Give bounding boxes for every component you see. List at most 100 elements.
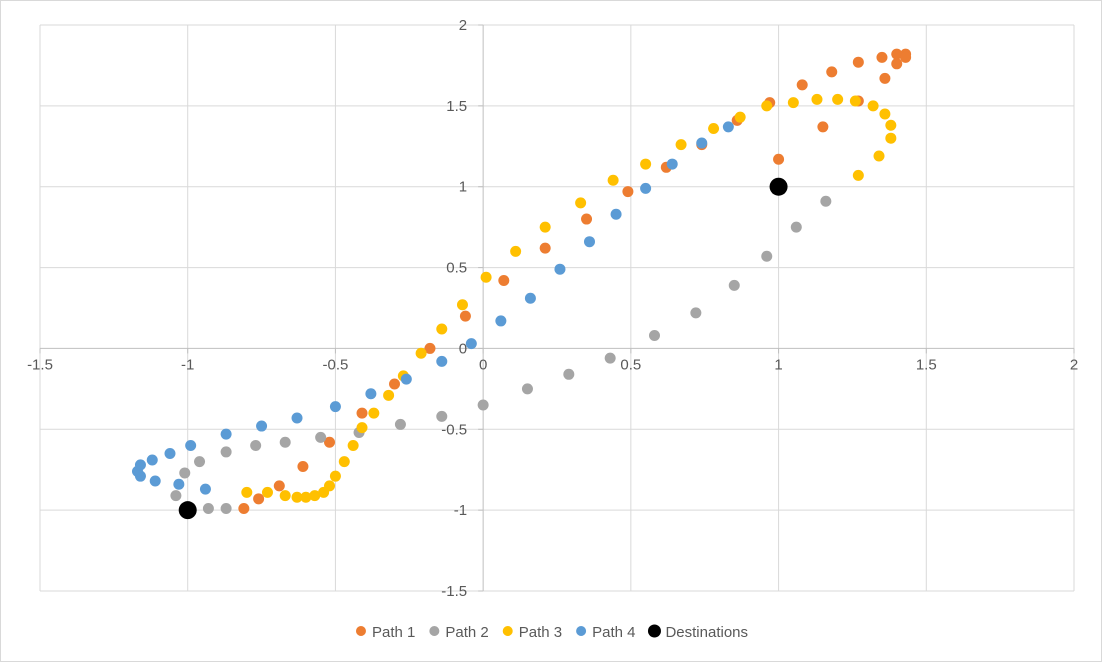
- path-3-point: [885, 132, 897, 144]
- path-2-point: [170, 490, 182, 502]
- path-2-point: [250, 439, 262, 451]
- path-1-point: [622, 186, 634, 198]
- path-3-point: [734, 111, 746, 123]
- path-3-point: [480, 271, 492, 283]
- data-points: [131, 48, 912, 520]
- path-1-point: [356, 407, 368, 419]
- path-3-point: [329, 470, 341, 482]
- path-4-point: [465, 338, 477, 350]
- path-2-point: [394, 418, 406, 430]
- path-2-point: [563, 368, 575, 380]
- y-tick-label: 1.5: [446, 98, 467, 115]
- path-3-point: [849, 95, 861, 107]
- path-3-point: [368, 407, 380, 419]
- path-3-point: [575, 197, 587, 209]
- y-tick-label: 0.5: [446, 260, 467, 277]
- path-3-point: [309, 490, 321, 502]
- x-tick-label: -1.5: [27, 356, 53, 373]
- path-3-point: [241, 486, 253, 498]
- x-tick-label: 1.5: [916, 356, 937, 373]
- path-4-point: [640, 182, 652, 194]
- path-2-point: [604, 352, 616, 364]
- path-4-point: [220, 428, 232, 440]
- path-2-point: [194, 456, 206, 468]
- path-3-point: [510, 245, 522, 257]
- path-4-point: [173, 478, 185, 490]
- path-2-point: [728, 279, 740, 291]
- path-4-point: [554, 263, 566, 275]
- path-1-point: [817, 121, 829, 133]
- path-3-point: [338, 456, 350, 468]
- path-4-point: [495, 315, 507, 327]
- path-4-point: [400, 373, 412, 385]
- path-1-point: [389, 378, 401, 390]
- path-4-point: [524, 292, 536, 304]
- vertical-gridlines: [39, 25, 1075, 591]
- path-1-point: [238, 503, 250, 515]
- axes: [39, 24, 1075, 592]
- path-2-point: [436, 410, 448, 422]
- path-4-point: [722, 121, 734, 133]
- horizontal-gridlines: [40, 24, 1074, 592]
- path-3-point: [383, 389, 395, 401]
- path-4-point: [134, 459, 146, 471]
- path-4-point: [185, 439, 197, 451]
- path-3-point: [811, 93, 823, 105]
- path-4-point: [610, 208, 622, 220]
- path-4-point: [164, 448, 176, 460]
- path-1-point: [796, 79, 808, 91]
- path-3-point: [300, 491, 312, 503]
- path-1-point: [852, 56, 864, 68]
- path-1-point: [253, 493, 265, 505]
- path-4-point: [329, 401, 341, 413]
- path-3-point: [787, 97, 799, 109]
- legend-label-path-3: Path 3: [519, 624, 562, 641]
- path-1-point: [826, 66, 838, 78]
- path-1-point: [891, 48, 903, 60]
- path-4-point: [583, 236, 595, 248]
- path-2-point: [179, 467, 191, 479]
- path-1-point: [424, 342, 436, 354]
- path-2-point: [220, 503, 232, 515]
- path-2-point: [690, 307, 702, 319]
- path-2-point: [477, 399, 489, 411]
- legend-label-path-2: Path 2: [445, 624, 488, 641]
- path-4-point: [146, 454, 158, 466]
- path-1-point: [539, 242, 551, 254]
- path-4-point: [696, 137, 708, 149]
- path-2-point: [820, 195, 832, 207]
- path-4-point: [149, 475, 161, 487]
- y-tick-label: -1.5: [441, 583, 467, 600]
- path-1-point: [273, 480, 285, 492]
- path-2-point: [315, 431, 327, 443]
- path-3-point: [761, 100, 773, 112]
- path-1-point: [879, 72, 891, 84]
- path-3-point: [640, 158, 652, 170]
- legend-marker-path-1: [355, 626, 366, 636]
- y-tick-label: -0.5: [441, 421, 467, 438]
- destinations-point: [769, 177, 788, 196]
- path-3-point: [539, 221, 551, 233]
- legend-marker-path-2: [429, 626, 440, 636]
- x-tick-labels: -1.5 -1 -0.5 0 0.5 1 1.5 2: [27, 356, 1078, 373]
- x-tick-label: -1: [181, 356, 194, 373]
- path-3-point: [852, 169, 864, 181]
- path-4-point: [365, 388, 377, 400]
- path-2-point: [220, 446, 232, 458]
- path-3-point: [324, 480, 336, 492]
- legend-label-destinations: Destinations: [665, 624, 748, 641]
- x-tick-label: -0.5: [322, 356, 348, 373]
- legend-marker-path-3: [502, 626, 513, 636]
- y-tick-label: -1: [454, 502, 467, 519]
- y-tick-label: 2: [459, 17, 467, 34]
- y-tick-labels: -1.5 -1 -0.5 0 0.5 1 1.5 2: [441, 17, 467, 600]
- path-3-point: [885, 119, 897, 131]
- path-1-point: [876, 51, 888, 63]
- path-3-point: [356, 422, 368, 434]
- path-1-point: [581, 213, 593, 225]
- path-3-point: [291, 491, 303, 503]
- path-4-point: [199, 483, 211, 495]
- path-2-point: [279, 436, 291, 448]
- path-3-point: [873, 150, 885, 162]
